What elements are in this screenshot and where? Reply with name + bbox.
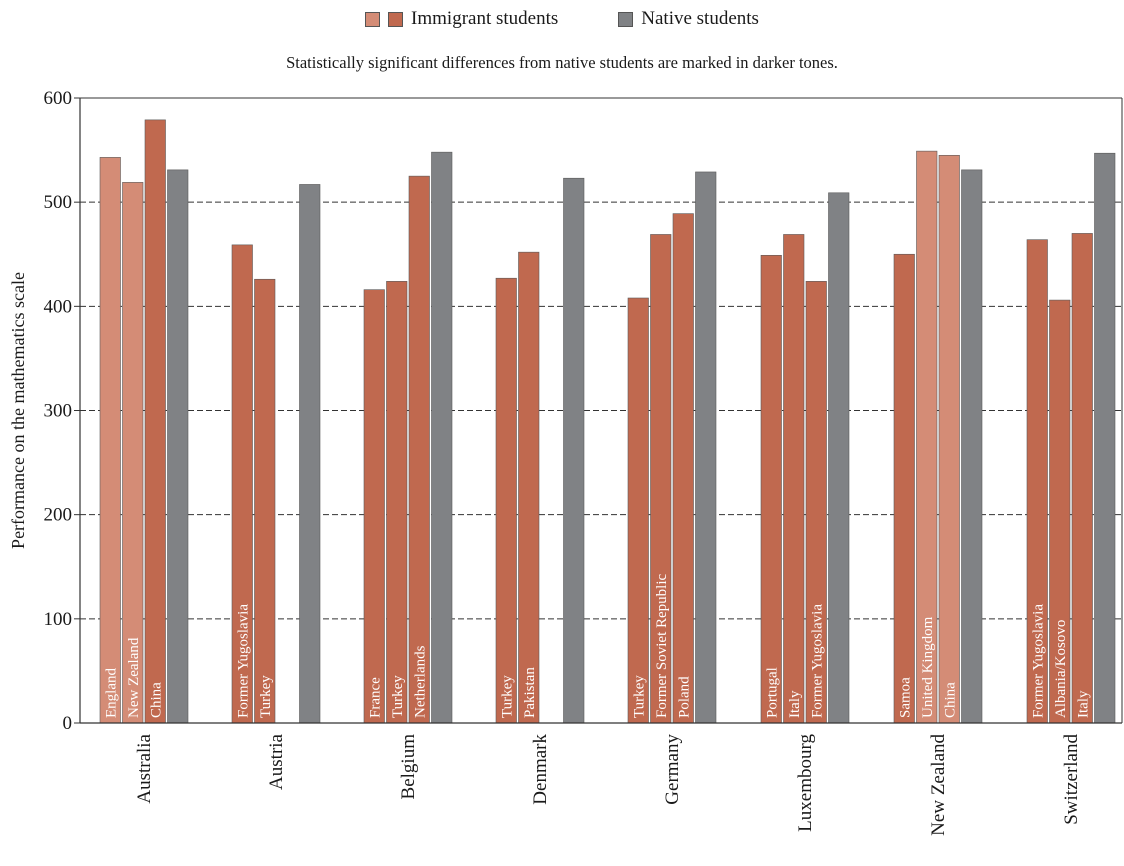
- bar-origin-label: Netherlands: [412, 645, 428, 718]
- bar-immigrant: [1071, 233, 1093, 724]
- bar-immigrant: [408, 175, 430, 724]
- bar-native: [563, 177, 585, 724]
- legend-label-immigrant: Immigrant students: [411, 8, 559, 29]
- x-tick-label: Denmark: [530, 734, 551, 805]
- bar-immigrant: [144, 119, 166, 724]
- bar-immigrant: [254, 278, 276, 724]
- y-tick-label: 200: [44, 505, 73, 526]
- bar-immigrant: [783, 234, 805, 724]
- legend: Immigrant students Native students: [0, 8, 1124, 30]
- bar-origin-label: Pakistan: [522, 667, 538, 718]
- bar-immigrant: [495, 277, 517, 724]
- bar-origin-label: Former Soviet Republic: [654, 574, 670, 718]
- bar-origin-label: France: [367, 677, 383, 718]
- bar-origin-label: Italy: [787, 690, 803, 718]
- bar-immigrant: [938, 154, 960, 724]
- bar-origin-label: Poland: [676, 676, 692, 718]
- y-tick-label: 0: [63, 713, 73, 734]
- bar-origin-label: Former Yugoslavia: [235, 604, 251, 718]
- bar-native: [299, 184, 321, 724]
- bar-immigrant: [760, 254, 782, 724]
- legend-item-immigrant: Immigrant students: [365, 8, 558, 30]
- x-tick-label: Belgium: [398, 734, 419, 800]
- bar-origin-label: England: [103, 668, 119, 718]
- x-tick-label: Luxembourg: [795, 734, 816, 832]
- y-axis-title: Performance on the mathematics scale: [8, 272, 28, 549]
- bar-group-austria: Former Yugoslavia Turkey: [231, 184, 321, 724]
- legend-swatch-immigrant-dark: [388, 11, 404, 27]
- bar-group-switzerland: Former Yugoslavia Albania/Kosovo Italy: [1026, 152, 1116, 724]
- bar-group-belgium: France Turkey Netherlands: [363, 151, 453, 724]
- bar-origin-label: Former Yugoslavia: [809, 604, 825, 718]
- chart-subtitle: Statistically significant differences fr…: [286, 53, 838, 72]
- y-tick-label: 100: [44, 609, 73, 630]
- x-tick-label: Switzerland: [1061, 734, 1082, 825]
- bar-group-new-zealand: Samoa United Kingdom China: [893, 150, 983, 724]
- bar-immigrant: [99, 157, 121, 724]
- bar-origin-label: Turkey: [631, 675, 647, 718]
- bar-origin-label: China: [148, 682, 164, 718]
- x-tick-label: New Zealand: [928, 734, 949, 836]
- bar-origin-label: United Kingdom: [920, 616, 936, 718]
- bar-origin-label: Samoa: [897, 677, 913, 718]
- bar-native: [828, 192, 850, 724]
- x-tick-label: Germany: [662, 734, 683, 805]
- bar-origin-label: China: [942, 682, 958, 718]
- bar-group-denmark: Turkey Pakistan: [495, 177, 585, 724]
- bar-origin-label: Turkey: [390, 675, 406, 718]
- bar-origin-label: Portugal: [764, 667, 780, 718]
- legend-swatch-native: [618, 11, 634, 27]
- bar-origin-label: Turkey: [499, 675, 515, 718]
- bar-origin-label: New Zealand: [126, 637, 142, 718]
- bar-native: [961, 169, 983, 724]
- bar-immigrant: [363, 289, 385, 724]
- legend-swatch-immigrant-light: [365, 11, 381, 27]
- bar-native: [695, 171, 717, 724]
- y-tick-label: 300: [44, 401, 73, 422]
- bar-immigrant: [518, 251, 540, 724]
- x-tick-label: Austria: [266, 733, 287, 790]
- bar-origin-label: Italy: [1075, 690, 1091, 718]
- bar-group-germany: Turkey Former Soviet Republic Poland: [627, 171, 717, 724]
- legend-item-native: Native students: [618, 8, 759, 30]
- bar-native: [1094, 152, 1116, 724]
- bar-origin-label: Turkey: [258, 675, 274, 718]
- bar-origin-label: Former Yugoslavia: [1030, 604, 1046, 718]
- bar-immigrant: [627, 297, 649, 724]
- legend-label-native: Native students: [641, 8, 759, 29]
- y-tick-label: 500: [44, 192, 73, 213]
- y-tick-label: 600: [44, 88, 73, 109]
- bar-origin-label: Albania/Kosovo: [1053, 620, 1069, 718]
- bar-native: [431, 151, 453, 724]
- bar-group-australia: England New Zealand China: [99, 119, 189, 724]
- bar-immigrant: [672, 213, 694, 724]
- bar-group-luxembourg: Portugal Italy Former Yugoslavia: [760, 192, 850, 724]
- x-tick-label: Australia: [134, 733, 155, 803]
- bar-immigrant: [386, 281, 408, 724]
- bar-native: [167, 169, 189, 724]
- y-tick-label: 400: [44, 296, 73, 317]
- bar-immigrant: [893, 253, 915, 724]
